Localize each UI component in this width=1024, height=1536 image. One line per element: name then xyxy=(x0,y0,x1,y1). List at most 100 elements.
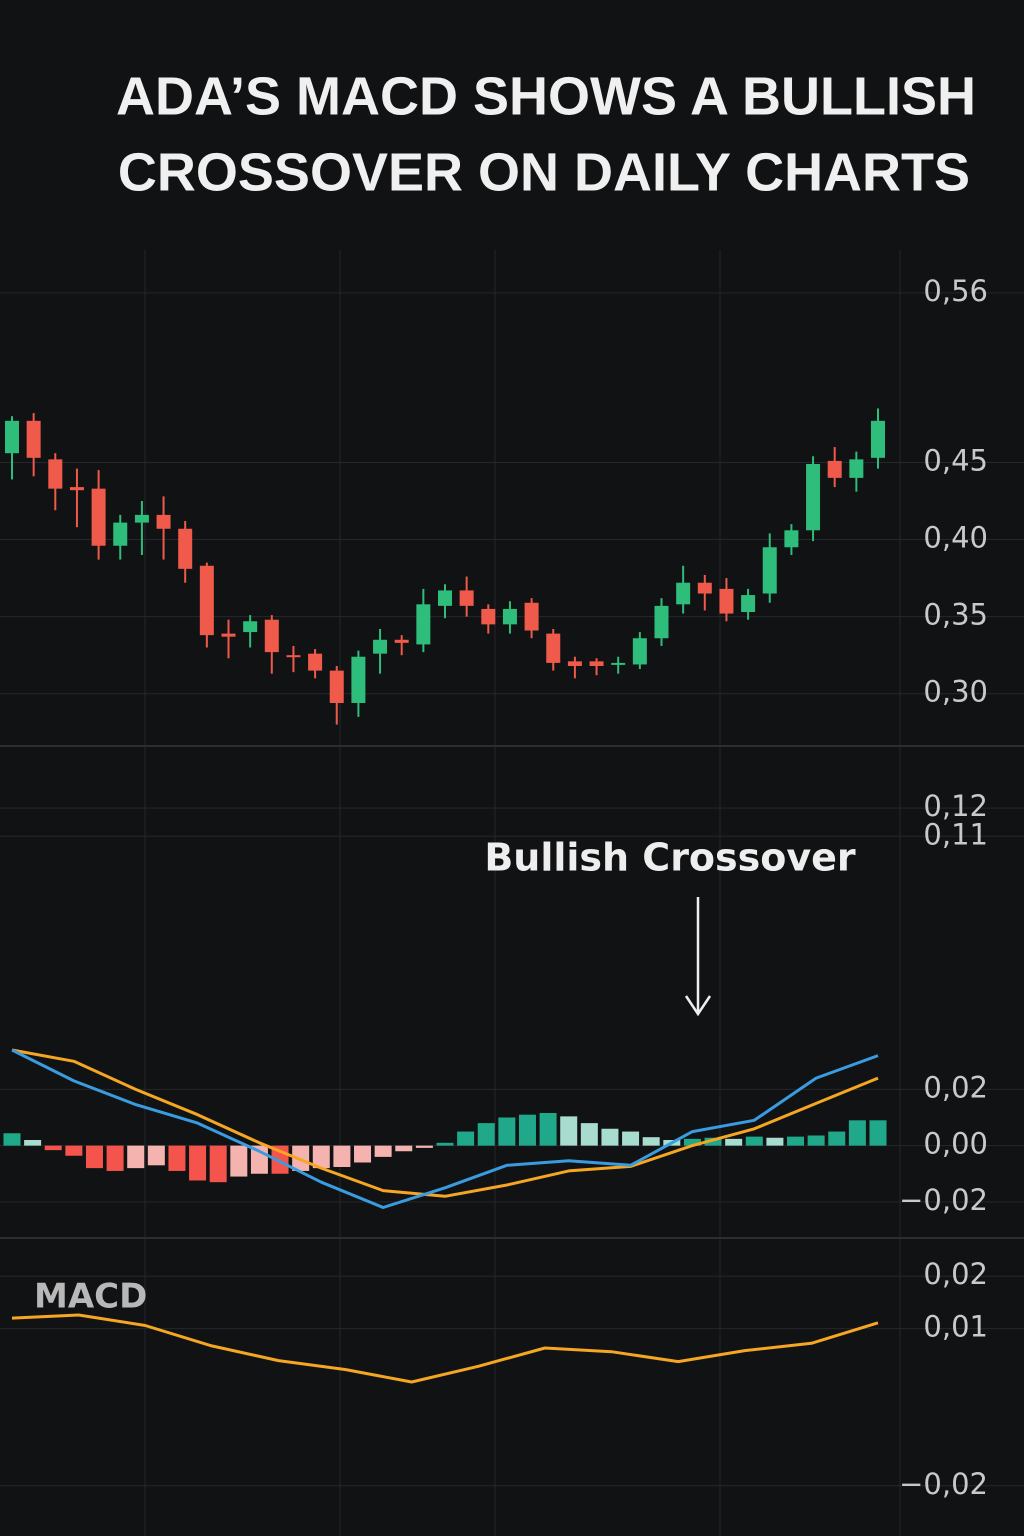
histogram-bar xyxy=(395,1145,413,1152)
candle-body xyxy=(416,604,431,645)
histogram-bar xyxy=(415,1145,433,1148)
candle-body xyxy=(199,565,214,636)
histogram-bar xyxy=(209,1145,227,1183)
y-tick-label: −0,02 xyxy=(899,1467,988,1501)
candle-body xyxy=(178,528,193,569)
title-line: CROSSOVER ON DAILY CHARTS xyxy=(118,142,970,202)
candle-body xyxy=(221,633,236,637)
candle-body xyxy=(264,619,279,653)
histogram-bar xyxy=(436,1142,454,1146)
y-tick-label: 0,02 xyxy=(923,1070,988,1104)
candle-body xyxy=(48,459,63,489)
candle-body xyxy=(26,420,41,458)
candle-body xyxy=(589,661,604,666)
candle-body xyxy=(156,514,171,529)
y-tick-label: 0,45 xyxy=(923,443,988,477)
candle-body xyxy=(308,653,323,671)
candle-body xyxy=(243,621,258,633)
vertical-grid xyxy=(144,250,901,1536)
histogram-bar xyxy=(230,1145,248,1177)
y-tick-label: 0,56 xyxy=(923,274,988,308)
candle-body xyxy=(481,608,496,625)
candle-body xyxy=(329,670,344,703)
histogram-bar xyxy=(127,1145,145,1169)
histogram-bar xyxy=(807,1135,825,1146)
histogram-bar xyxy=(24,1140,42,1146)
histogram-bar xyxy=(333,1145,351,1167)
line xyxy=(11,1048,879,1198)
histogram-bar xyxy=(312,1145,330,1169)
histogram-bar xyxy=(374,1145,392,1157)
histogram-bar xyxy=(518,1114,536,1146)
candle-body xyxy=(351,656,366,703)
candle-body xyxy=(524,602,539,631)
histogram-bar xyxy=(580,1123,598,1146)
candle-body xyxy=(567,661,582,666)
candle-body xyxy=(286,655,301,658)
candle-body xyxy=(762,547,777,594)
histogram-bar xyxy=(725,1138,743,1146)
line xyxy=(11,1048,879,1209)
candle-body xyxy=(654,605,669,639)
y-tick-label: 0,35 xyxy=(923,598,988,632)
y-tick-label: 0,30 xyxy=(923,675,988,709)
histogram-bar xyxy=(704,1137,722,1146)
candle-body xyxy=(806,463,821,531)
candle-body xyxy=(784,530,799,548)
histogram-bar xyxy=(848,1120,866,1146)
title-line: ADA’S MACD SHOWS A BULLISH xyxy=(116,66,976,126)
histogram-bar xyxy=(457,1131,475,1146)
histogram-bar xyxy=(683,1138,701,1146)
candle-body xyxy=(134,514,149,523)
histogram-bar xyxy=(601,1128,619,1146)
candle-body xyxy=(827,460,842,478)
histogram-bar xyxy=(642,1137,660,1146)
candle-body xyxy=(697,582,712,594)
y-tick-label: 0,02 xyxy=(923,1257,988,1291)
histogram-bar xyxy=(477,1123,495,1146)
histogram-bar xyxy=(560,1116,578,1146)
candle-body xyxy=(719,588,734,614)
y-tick-label: 0,00 xyxy=(923,1127,988,1161)
y-tick-label: 0,11 xyxy=(923,817,988,851)
histogram-bar xyxy=(869,1120,887,1146)
histogram-bar xyxy=(498,1117,516,1146)
histogram-bar xyxy=(189,1145,207,1181)
y-tick-label: −0,02 xyxy=(899,1183,988,1217)
histogram-bar xyxy=(354,1145,372,1163)
histogram-bar xyxy=(3,1133,21,1146)
line xyxy=(11,1313,879,1384)
histogram-bar xyxy=(168,1145,186,1171)
histogram-bar xyxy=(745,1136,763,1146)
histogram-bar xyxy=(787,1136,805,1146)
candle-body xyxy=(69,487,84,491)
candle-body xyxy=(373,639,388,654)
histogram-bar xyxy=(65,1145,83,1156)
annotation-arrow xyxy=(684,897,712,1017)
candle-body xyxy=(91,488,106,546)
candle-body xyxy=(871,420,885,458)
candle-body xyxy=(741,595,756,613)
histogram-bar xyxy=(44,1145,62,1151)
histogram-bar xyxy=(622,1131,640,1146)
candle-body xyxy=(113,522,128,546)
histogram-bar xyxy=(539,1113,557,1146)
candle-body xyxy=(394,639,409,643)
y-tick-label: 0,01 xyxy=(923,1310,988,1344)
y-tick-label: 0,40 xyxy=(923,521,988,555)
candle-body xyxy=(611,662,626,665)
candle-body xyxy=(438,590,452,606)
candle-body xyxy=(849,459,864,478)
candle-body xyxy=(5,420,19,454)
histogram-bar xyxy=(766,1137,784,1146)
candle-body xyxy=(676,582,691,605)
panel-label: MACD xyxy=(34,1277,147,1317)
histogram-bar xyxy=(106,1145,124,1171)
candle-body xyxy=(546,633,561,663)
histogram-bar xyxy=(147,1145,165,1166)
histogram-bar xyxy=(85,1145,103,1169)
candle-body xyxy=(459,590,474,606)
y-tick-label: 0,12 xyxy=(923,789,988,823)
